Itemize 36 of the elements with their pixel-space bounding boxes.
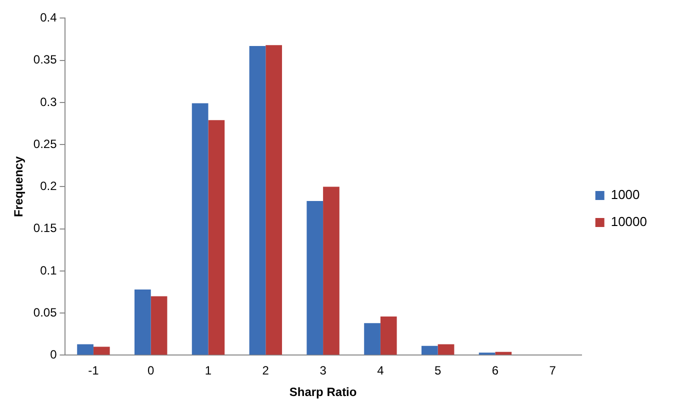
- y-tick-label: 0.05: [33, 305, 58, 320]
- x-tick-label: 4: [377, 364, 384, 378]
- y-tick-label: 0.15: [33, 221, 58, 236]
- x-tick-label: 2: [262, 364, 270, 378]
- bar: [266, 45, 282, 355]
- x-axis-title: Sharp Ratio: [289, 385, 357, 400]
- y-tick-label: 0.3: [40, 94, 58, 109]
- y-tick-label: 0.4: [40, 10, 58, 25]
- bar: [364, 323, 380, 355]
- y-tick-label: 0.25: [33, 136, 58, 151]
- x-tick-label: -1: [88, 364, 100, 378]
- bar: [380, 316, 397, 355]
- x-tick-label: 3: [320, 364, 327, 378]
- x-tick-label: 0: [148, 364, 155, 378]
- bar: [421, 346, 438, 355]
- x-tick-label: 6: [492, 364, 499, 378]
- bar: [134, 289, 151, 355]
- legend-label: 10000: [610, 214, 648, 230]
- y-axis-title: Frequency: [12, 156, 26, 218]
- bar: [323, 186, 340, 355]
- bar: [438, 344, 454, 355]
- bar: [249, 46, 266, 355]
- x-tick-label: 7: [549, 364, 556, 378]
- y-tick-label: 0.35: [33, 52, 58, 67]
- bar: [93, 346, 110, 355]
- legend-label: 1000: [610, 187, 640, 202]
- bar: [192, 103, 208, 355]
- bar: [150, 296, 168, 355]
- bar: [208, 120, 225, 355]
- bar: [306, 201, 324, 355]
- y-tick-label: 0.1: [40, 263, 58, 278]
- bar: [77, 344, 94, 355]
- x-tick-label: 1: [204, 364, 212, 378]
- y-tick-label: 0.2: [40, 179, 58, 194]
- x-tick-label: 5: [434, 364, 442, 378]
- y-tick-label: 0: [50, 348, 58, 362]
